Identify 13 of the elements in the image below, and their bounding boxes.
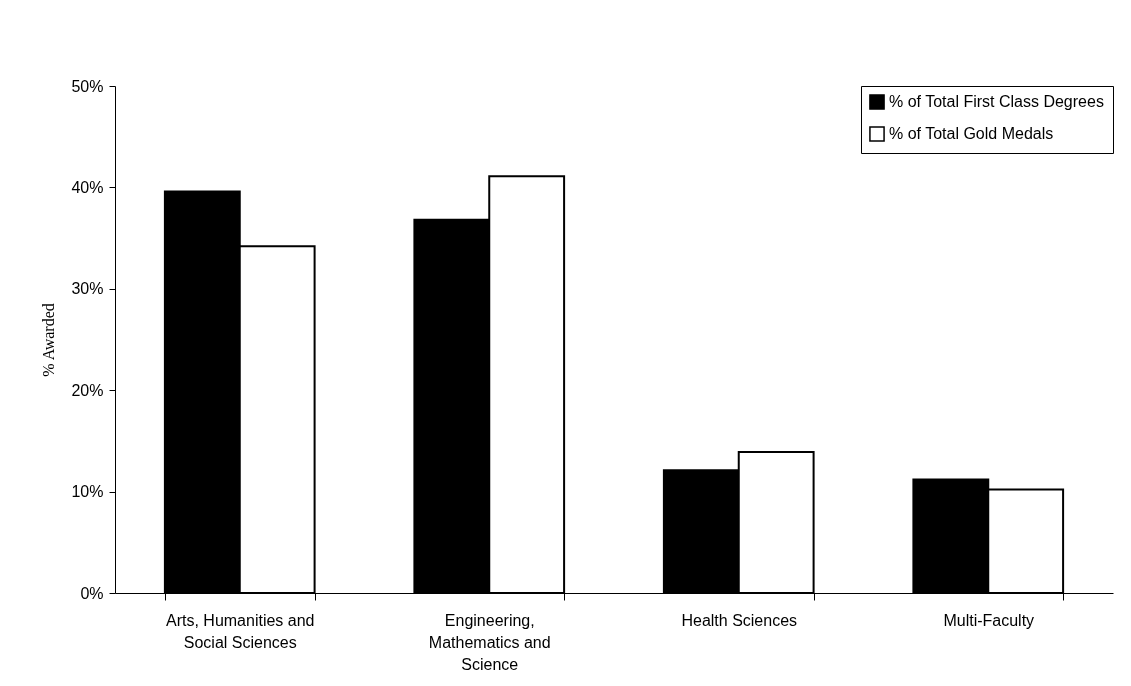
y-tick-label: 40% xyxy=(71,178,104,196)
y-tick-label: 30% xyxy=(71,280,104,298)
x-tick-label: Engineering, Mathematics and Science xyxy=(428,611,551,673)
y-axis-title: % Awarded xyxy=(40,303,58,377)
legend-label: % of Total First Class Degrees xyxy=(889,93,1104,110)
legend-label: % of Total Gold Medals xyxy=(889,125,1054,142)
y-tick-label: 0% xyxy=(80,584,104,602)
y-tick-label: 50% xyxy=(71,77,104,95)
x-tick-label: Health Sciences xyxy=(681,611,798,629)
x-tick-label: Multi-Faculty xyxy=(943,611,1035,629)
x-tick-label: Arts, Humanities and Social Sciences xyxy=(165,611,315,651)
y-tick-label: 10% xyxy=(71,483,104,501)
y-tick-label: 20% xyxy=(71,381,104,399)
